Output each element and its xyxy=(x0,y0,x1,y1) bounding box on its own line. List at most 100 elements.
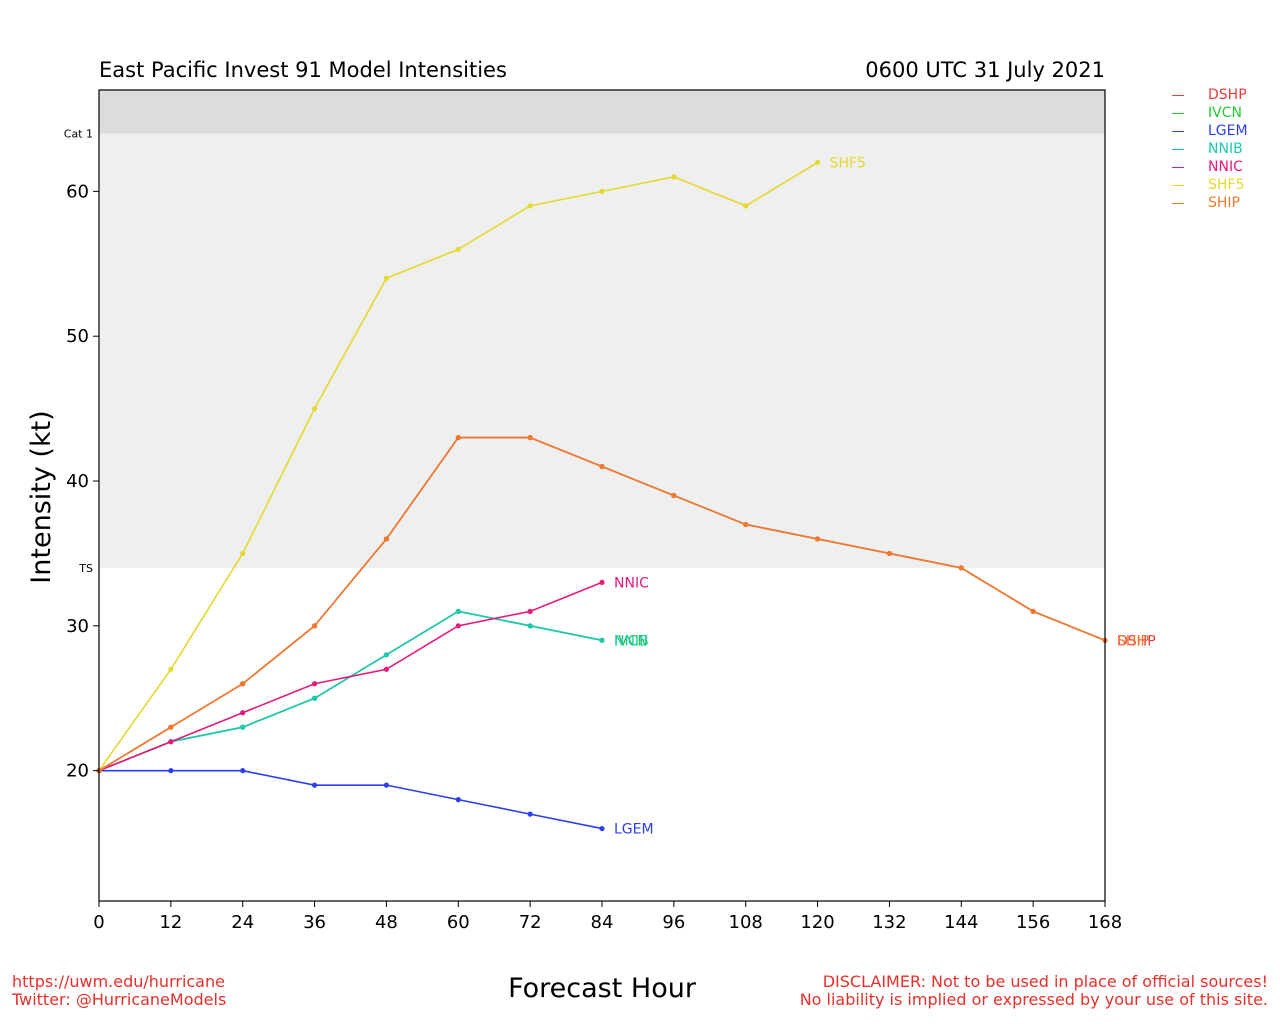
data-point-shf5 xyxy=(527,203,533,209)
band-label-1: Cat 1 xyxy=(64,127,93,140)
data-point-shf5 xyxy=(671,174,677,180)
data-point-lgem xyxy=(311,782,318,788)
disclaimer: DISCLAIMER: Not to be used in place of o… xyxy=(800,973,1268,1009)
series-end-label-nnib: NNIB xyxy=(614,633,649,649)
legend-item-nnic: NNIC xyxy=(1172,158,1248,176)
legend-item-shf5: SHF5 xyxy=(1172,176,1248,194)
legend-item-dshp: DSHP xyxy=(1172,86,1248,104)
legend-item-ivcn: IVCN xyxy=(1172,104,1248,122)
data-point-nnic xyxy=(240,710,246,716)
y-tick-label: 30 xyxy=(66,616,89,637)
data-point-nnic xyxy=(311,681,318,687)
legend-swatch-nnib xyxy=(1172,148,1184,150)
x-tick-label: 132 xyxy=(872,912,906,933)
band-label-0: TS xyxy=(78,562,93,575)
series-end-label-ivcn: IVCN xyxy=(614,633,648,649)
series-line-nnic xyxy=(98,581,603,772)
data-point-shf5 xyxy=(455,246,461,252)
data-point-nnib xyxy=(455,608,461,614)
data-point-shf5 xyxy=(240,550,246,557)
legend-item-lgem: LGEM xyxy=(1172,122,1248,140)
x-tick-label: 168 xyxy=(1088,912,1122,933)
x-tick-label: 60 xyxy=(447,912,470,933)
x-tick-label: 48 xyxy=(375,912,398,933)
legend-swatch-ship xyxy=(1172,202,1184,204)
series-end-label-lgem: LGEM xyxy=(614,822,654,838)
legend-label-lgem: LGEM xyxy=(1208,123,1248,139)
footer-twitter[interactable]: Twitter: @HurricaneModels xyxy=(12,990,227,1009)
data-point-lgem xyxy=(168,768,174,774)
intensity-band-0 xyxy=(99,133,1105,568)
data-point-lgem xyxy=(599,825,605,832)
data-point-ship xyxy=(455,434,461,441)
data-point-shf5 xyxy=(743,203,749,209)
footer-url[interactable]: https://uwm.edu/hurricane xyxy=(12,972,225,991)
data-point-lgem xyxy=(383,782,390,788)
data-point-ship xyxy=(168,724,174,730)
legend-label-nnic: NNIC xyxy=(1208,159,1243,175)
y-axis-label: Intensity (kt) xyxy=(26,410,57,583)
data-point-shf5 xyxy=(311,406,318,412)
x-tick-label: 108 xyxy=(729,912,763,933)
x-axis-label: Forecast Hour xyxy=(508,973,697,1004)
data-point-ship xyxy=(311,623,318,629)
legend: DSHP IVCN LGEM NNIB NNIC SHF5 SHIP xyxy=(1172,86,1248,212)
data-point-ship xyxy=(886,550,893,557)
data-point-ship xyxy=(814,536,821,542)
data-point-ship xyxy=(671,492,677,499)
x-tick-label: 144 xyxy=(944,912,978,933)
data-point-nnib xyxy=(383,652,390,658)
data-point-ship xyxy=(383,536,390,542)
legend-label-nnib: NNIB xyxy=(1208,141,1243,157)
data-point-lgem xyxy=(455,797,461,803)
x-tick-label: 156 xyxy=(1016,912,1050,933)
data-point-nnib xyxy=(599,637,605,643)
data-point-ship xyxy=(599,463,605,470)
legend-item-nnib: NNIB xyxy=(1172,140,1248,158)
legend-swatch-dshp xyxy=(1172,94,1184,96)
data-point-shf5 xyxy=(599,188,605,194)
y-tick-label: 60 xyxy=(66,181,89,202)
legend-swatch-ivcn xyxy=(1172,112,1184,114)
data-point-ship xyxy=(958,565,964,571)
series-line-ivcn xyxy=(98,610,603,772)
data-point-shf5 xyxy=(383,275,390,281)
series-line-nnib xyxy=(98,610,603,772)
x-tick-label: 24 xyxy=(231,912,254,933)
data-point-nnic xyxy=(599,579,605,585)
x-tick-label: 12 xyxy=(159,912,182,933)
chart-title: East Pacific Invest 91 Model Intensities xyxy=(99,58,507,82)
intensity-band-1 xyxy=(99,90,1105,134)
series-line-lgem xyxy=(99,769,603,830)
footer-links: https://uwm.edu/hurricane Twitter: @Hurr… xyxy=(12,973,226,1009)
x-tick-label: 36 xyxy=(303,912,326,933)
legend-swatch-shf5 xyxy=(1172,184,1184,186)
x-tick-label: 96 xyxy=(662,912,685,933)
x-tick-label: 0 xyxy=(93,912,104,933)
legend-label-dshp: DSHP xyxy=(1208,87,1247,103)
disclaimer-line-2: No liability is implied or expressed by … xyxy=(799,990,1268,1009)
data-point-nnic xyxy=(527,608,533,614)
data-point-ship xyxy=(1030,608,1036,614)
y-tick-label: 20 xyxy=(66,761,89,782)
y-tick-label: 40 xyxy=(66,471,89,492)
data-point-lgem xyxy=(240,768,246,774)
data-point-lgem xyxy=(527,811,533,817)
data-point-nnic xyxy=(383,666,390,672)
y-tick-label: 50 xyxy=(66,326,89,347)
data-point-shf5 xyxy=(814,159,821,166)
data-point-nnib xyxy=(527,623,533,629)
legend-label-ship: SHIP xyxy=(1208,195,1240,211)
data-point-nnib xyxy=(311,695,318,701)
legend-swatch-nnic xyxy=(1172,166,1184,168)
chart-date: 0600 UTC 31 July 2021 xyxy=(865,58,1105,82)
legend-swatch-lgem xyxy=(1172,130,1184,132)
series-end-label-dshp: DSHP xyxy=(1117,633,1156,649)
data-point-ship xyxy=(743,521,749,528)
data-point-shf5 xyxy=(168,666,174,672)
legend-label-shf5: SHF5 xyxy=(1208,177,1245,193)
x-tick-label: 84 xyxy=(591,912,614,933)
x-tick-label: 120 xyxy=(800,912,834,933)
legend-label-ivcn: IVCN xyxy=(1208,105,1242,121)
